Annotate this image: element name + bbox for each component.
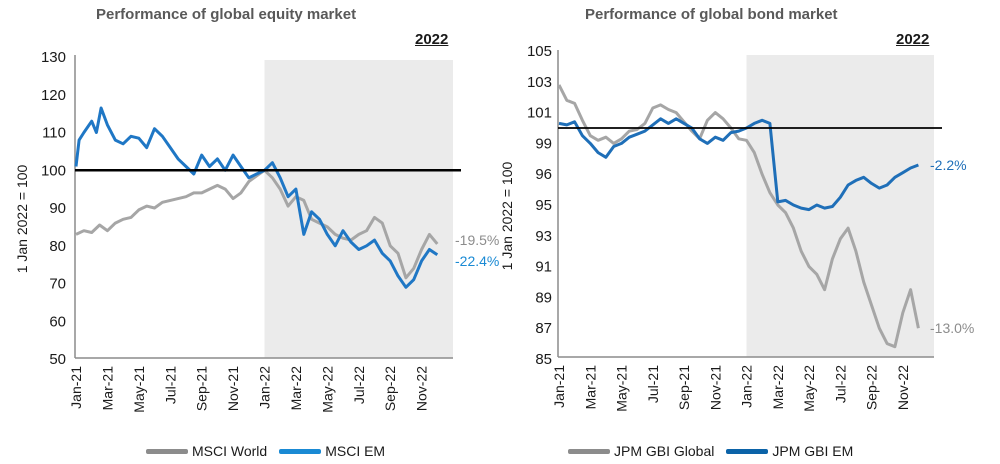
equity-y-tick-label: 90 (49, 200, 66, 217)
equity-x-tick-label: Mar-21 (99, 366, 115, 411)
bond-x-tick-label: Jan-21 (551, 365, 567, 408)
bond-y-tick-label: 93 (535, 228, 552, 245)
bond-x-tick-label: Mar-21 (582, 365, 598, 410)
equity-y-tick-label: 80 (49, 238, 66, 255)
equity-y-axis-title: 1 Jan 2022 = 100 (14, 164, 30, 273)
equity-x-tick-label: Sep-22 (382, 366, 398, 411)
bond-x-tick-label: May-21 (614, 365, 630, 412)
bond-x-tick-label: Nov-21 (707, 365, 723, 410)
equity-x-tick-label: May-21 (131, 366, 147, 413)
equity-y-tick-label: 50 (49, 351, 66, 368)
legend-swatch-msci-world (146, 448, 188, 454)
bond-series-jpm-gbi-em (558, 117, 919, 212)
legend-swatch-jpm-gbi-em (726, 448, 769, 454)
bond-y-tick-label: 95 (535, 197, 552, 214)
bond-chart-title: Performance of global bond market (585, 6, 838, 23)
bond-x-tick-label: May-22 (801, 365, 817, 412)
bond-x-tick-label: Mar-22 (770, 365, 786, 410)
equity-x-tick-label: Jul-21 (162, 366, 178, 404)
bond-x-tick-label: Jul-21 (645, 365, 661, 403)
legend-label-jpm-gbi-global: JPM GBI Global (614, 443, 715, 459)
bond-y-tick-label: 105 (527, 43, 552, 60)
equity-x-tick-label: Jan-21 (68, 366, 84, 409)
equity-chart-title: Performance of global equity market (96, 6, 357, 23)
equity-y-tick-label: 130 (41, 49, 66, 66)
bond-end-label-jpm-gbi-global: -13.0% (930, 320, 974, 336)
legend-label-msci-world: MSCI World (192, 443, 268, 459)
equity-series-msci-em (74, 106, 439, 289)
equity-x-tick-label: Nov-21 (225, 366, 241, 411)
legend-item-jpm-gbi-em: JPM GBI EM (726, 443, 853, 459)
equity-x-tick-label: May-22 (319, 366, 335, 413)
equity-series-msci-world (75, 168, 439, 280)
legend-item-msci-em: MSCI EM (279, 443, 385, 459)
bond-y-tick-label: 101 (527, 105, 552, 122)
bond-y-tick-label: 96 (535, 166, 552, 183)
legend-label-jpm-gbi-em: JPM GBI EM (772, 443, 854, 459)
equity-y-tick-label: 60 (49, 313, 66, 330)
bond-legend: JPM GBI Global JPM GBI EM (568, 443, 865, 459)
equity-x-tick-label: Jul-22 (351, 366, 367, 404)
equity-legend: MSCI World MSCI EM (146, 443, 397, 459)
bond-end-label-jpm-gbi-em: -2.2% (930, 157, 967, 173)
legend-item-msci-world: MSCI World (146, 443, 267, 459)
equity-y-tick-label: 110 (42, 125, 66, 142)
bond-y-tick-label: 103 (527, 74, 552, 91)
bond-x-tick-label: Jan-22 (739, 365, 755, 408)
bond-y-tick-label: 87 (535, 320, 552, 337)
equity-x-tick-label: Mar-22 (288, 366, 304, 411)
bond-x-tick-label: Sep-22 (864, 365, 880, 410)
legend-swatch-jpm-gbi-global (568, 448, 610, 454)
equity-y-tick-label: 70 (49, 276, 66, 293)
equity-end-label-msci-em: -22.4% (455, 253, 499, 269)
bond-x-tick-label: Nov-22 (895, 365, 911, 410)
legend-item-jpm-gbi-global: JPM GBI Global (568, 443, 714, 459)
equity-x-tick-label: Sep-21 (194, 366, 210, 411)
equity-x-tick-label: Jan-22 (257, 366, 273, 409)
equity-y-tick-label: 120 (41, 87, 66, 104)
bond-period-label: 2022 (896, 31, 930, 48)
equity-period-label: 2022 (415, 31, 449, 48)
legend-swatch-msci-em (279, 448, 322, 454)
bond-x-tick-label: Jul-22 (832, 365, 848, 403)
bond-y-tick-label: 89 (535, 289, 552, 306)
equity-x-tick-label: Nov-22 (414, 366, 430, 411)
bond-y-tick-label: 85 (535, 351, 552, 368)
equity-end-label-msci-world: -19.5% (455, 232, 499, 248)
equity-y-tick-label: 100 (41, 162, 66, 179)
bond-y-tick-label: 99 (535, 135, 552, 152)
bond-y-tick-label: 91 (535, 259, 552, 276)
legend-label-msci-em: MSCI EM (325, 443, 386, 459)
equity-shaded-region-2022 (264, 60, 453, 358)
bond-x-tick-label: Sep-21 (676, 365, 692, 410)
bond-series-jpm-gbi-global (557, 84, 920, 349)
bond-shaded-region-2022 (746, 55, 934, 357)
bond-y-axis-title: 1 Jan 2022 = 100 (499, 161, 515, 270)
